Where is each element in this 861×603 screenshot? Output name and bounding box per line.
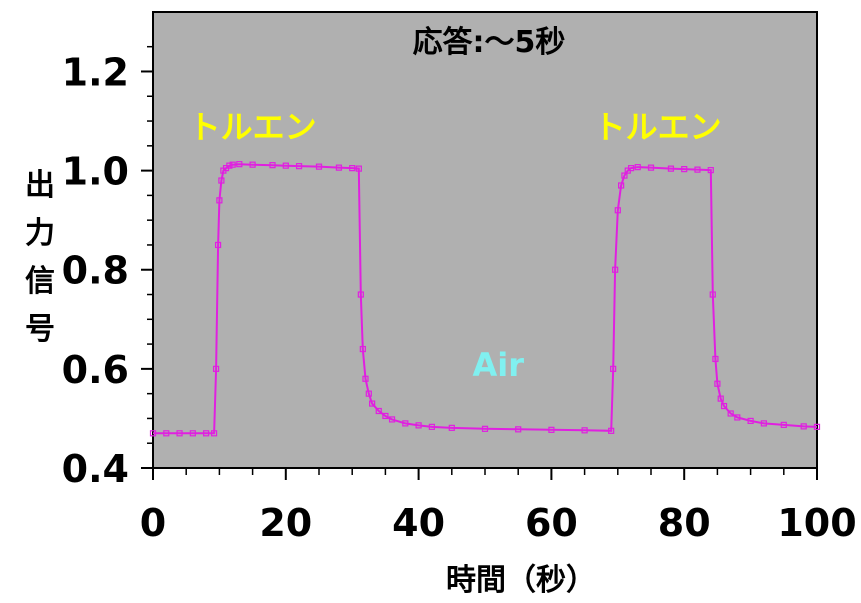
y-tick-label: 0.6 [62,348,129,392]
data-point [218,177,225,184]
series-markers [149,161,821,437]
x-tick-label: 40 [392,501,445,545]
data-point [548,426,555,433]
data-point [481,425,489,432]
data-point [282,162,289,169]
data-point [362,375,369,382]
x-tick-label: 60 [525,501,578,545]
data-point [694,166,701,173]
data-point [203,430,210,437]
data-point [163,430,170,437]
data-point [627,165,635,172]
data-point [747,417,754,425]
data-point [375,407,382,415]
data-point [212,365,220,372]
data-point [734,414,741,421]
x-minor-ticks [185,468,785,475]
x-axis-title: 時間（秒） [446,563,596,598]
y-axis-title-char: 号 [25,312,55,347]
data-point [612,266,619,273]
data-point [712,355,719,363]
data-point [780,421,787,428]
data-point [448,424,455,431]
data-point [681,166,688,173]
y-axis-title-char: 信 [25,264,55,299]
data-point [335,164,343,171]
data-point [415,422,422,429]
x-tick-label: 20 [259,501,312,545]
data-point [236,161,243,168]
data-point [249,161,256,168]
x-axis-ticks: 0 20 40 60 80 100 [140,468,857,545]
y-tick-label: 1.0 [62,150,129,194]
annotations: トルエン トルエン Air [189,108,722,384]
data-point [226,162,233,169]
data-point [667,165,675,172]
data-point [760,420,767,427]
data-point [647,164,655,171]
annotation-label: トルエン [594,108,722,146]
data-point [216,197,223,204]
data-point [295,163,303,170]
data-point [709,291,716,298]
x-tick-label: 100 [777,501,856,545]
y-axis-title-char: 出 [25,168,55,203]
data-point [355,165,362,172]
data-point [515,426,522,433]
data-point [634,164,641,171]
annotation-label: Air [473,346,525,384]
data-point [214,241,222,249]
data-point [614,207,621,214]
series-line [153,163,818,435]
data-point [369,400,376,407]
data-point [149,430,157,437]
data-point [813,423,821,430]
x-tick-label: 80 [658,501,711,545]
y-tick-label: 0.4 [62,447,129,491]
annotation-label: トルエン [189,108,317,146]
data-point [388,416,396,423]
y-tick-label: 0.8 [62,249,129,293]
y-axis-title: 出力信号 [25,168,55,347]
data-point [269,162,276,169]
data-point [428,423,435,430]
x-tick-label: 0 [140,501,166,545]
data-point [720,402,728,410]
data-point [714,380,721,387]
data-point [365,390,372,397]
y-tick-label: 1.2 [62,50,129,94]
data-point [189,430,196,437]
data-point [610,365,617,372]
y-minor-ticks [147,45,153,444]
data-point [581,427,588,434]
data-point [727,410,734,417]
data-point [618,182,625,189]
data-point [349,165,356,172]
data-point [229,161,236,168]
plot-area [152,11,818,469]
data-point [176,430,183,437]
data-point [800,423,807,430]
data-point [315,163,323,170]
data-point [402,420,409,427]
data-point [357,291,364,298]
chart-title: 応答:～5秒 [413,25,566,60]
data-point [210,430,218,437]
data-point [608,427,615,434]
data-point [359,345,366,353]
data-point [382,412,389,420]
y-axis-title-char: 力 [25,216,55,251]
data-point [717,395,724,402]
data-point [621,172,628,179]
y-axis-ticks: 0.4 0.6 0.8 1.0 1.2 [62,50,153,491]
data-point [707,167,714,174]
